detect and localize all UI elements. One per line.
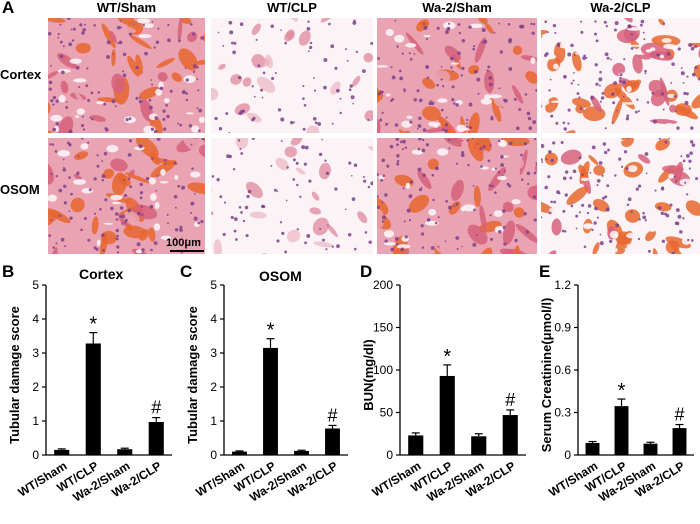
bar — [439, 375, 455, 455]
significance-hash: # — [327, 405, 337, 425]
bar — [148, 422, 164, 455]
bar — [325, 428, 340, 455]
tissue-texture — [211, 18, 373, 133]
micrograph-wt-sham-osom — [48, 138, 205, 254]
bar — [585, 442, 600, 455]
row-label-osom: OSOM — [0, 182, 40, 197]
micrograph-wa2-clp-cortex — [541, 18, 700, 133]
y-axis-label: Serum Creatinine(μmol/l) — [539, 298, 554, 453]
panel-d-letter: D — [360, 262, 373, 281]
significance-hash: # — [151, 398, 161, 418]
panel-a-letter: A — [2, 0, 15, 17]
y-tick-label: 1 — [32, 414, 39, 428]
y-tick-label: 2 — [32, 380, 39, 394]
column-label-wt-clp: WT/CLP — [267, 0, 317, 15]
bar — [471, 436, 487, 455]
chart-d: 050100150200BUN(mg/dl)WT/Sham*WT/CLPWa-2… — [361, 278, 526, 505]
y-tick-label: 5 — [32, 278, 39, 292]
y-tick-label: 3 — [32, 346, 39, 360]
significance-star: * — [618, 380, 626, 402]
bar — [643, 443, 658, 455]
y-tick-label: 0.9 — [554, 321, 571, 335]
y-tick-label: 0 — [210, 448, 217, 462]
bar — [502, 415, 518, 455]
micrograph-wa2-sham-cortex — [377, 18, 537, 133]
scale-bar — [170, 250, 204, 252]
tissue-texture — [48, 18, 205, 133]
micrograph-wa2-clp-osom — [541, 138, 700, 254]
y-tick-label: 0 — [386, 448, 393, 462]
bar — [263, 347, 278, 455]
row-label-cortex: Cortex — [0, 67, 42, 82]
micrograph-wt-clp-osom — [211, 138, 373, 254]
bar — [85, 343, 101, 455]
tissue-texture — [377, 138, 537, 254]
tissue-texture — [211, 138, 373, 254]
y-axis-label: BUN(mg/dl) — [361, 339, 376, 411]
significance-star: * — [267, 320, 275, 342]
y-tick-label: 1 — [210, 414, 217, 428]
y-tick-label: 50 — [380, 406, 394, 420]
y-tick-label: 0 — [32, 448, 39, 462]
tissue-texture — [541, 18, 700, 133]
y-tick-label: 0 — [564, 448, 571, 462]
tissue-texture — [377, 18, 537, 133]
panel-c-letter: C — [180, 262, 193, 281]
micrograph-wa2-sham-osom — [377, 138, 537, 254]
bar — [54, 449, 70, 455]
scale-bar-label: 100μm — [166, 237, 201, 249]
bar — [117, 449, 133, 455]
panel-b-letter: B — [2, 262, 15, 281]
y-axis-label: Tubular damage score — [7, 306, 22, 444]
tissue-texture — [541, 138, 700, 254]
bar — [672, 428, 687, 455]
bar — [232, 451, 247, 455]
tissue-texture — [48, 138, 205, 254]
significance-hash: # — [505, 390, 515, 410]
bar — [614, 406, 629, 455]
column-label-wt-sham: WT/Sham — [96, 0, 157, 15]
column-label-wa2-sham: Wa-2/Sham — [422, 0, 492, 15]
panel-e-letter: E — [539, 262, 551, 281]
y-tick-label: 150 — [373, 321, 393, 335]
y-tick-label: 200 — [373, 278, 393, 292]
significance-star: * — [443, 346, 451, 368]
y-tick-label: 4 — [32, 312, 39, 326]
bar — [408, 435, 424, 455]
y-tick-label: 2 — [210, 380, 217, 394]
y-tick-label: 5 — [210, 278, 217, 292]
y-tick-label: 100 — [373, 363, 393, 377]
chart-b-title: Cortex — [79, 266, 124, 282]
y-axis-label: Tubular damage score — [185, 306, 200, 444]
y-tick-label: 4 — [210, 312, 217, 326]
y-tick-label: 1.2 — [554, 278, 571, 292]
micrograph-wt-sham-cortex — [48, 18, 205, 133]
y-tick-label: 0.3 — [554, 406, 571, 420]
significance-star: * — [89, 314, 97, 336]
y-tick-label: 0.6 — [554, 363, 571, 377]
chart-c-title: OSOM — [259, 268, 302, 284]
column-label-wa2-clp: Wa-2/CLP — [590, 0, 651, 15]
y-tick-label: 3 — [210, 346, 217, 360]
bar — [294, 450, 309, 455]
micrograph-wt-clp-cortex — [211, 18, 373, 133]
significance-hash: # — [674, 405, 684, 425]
